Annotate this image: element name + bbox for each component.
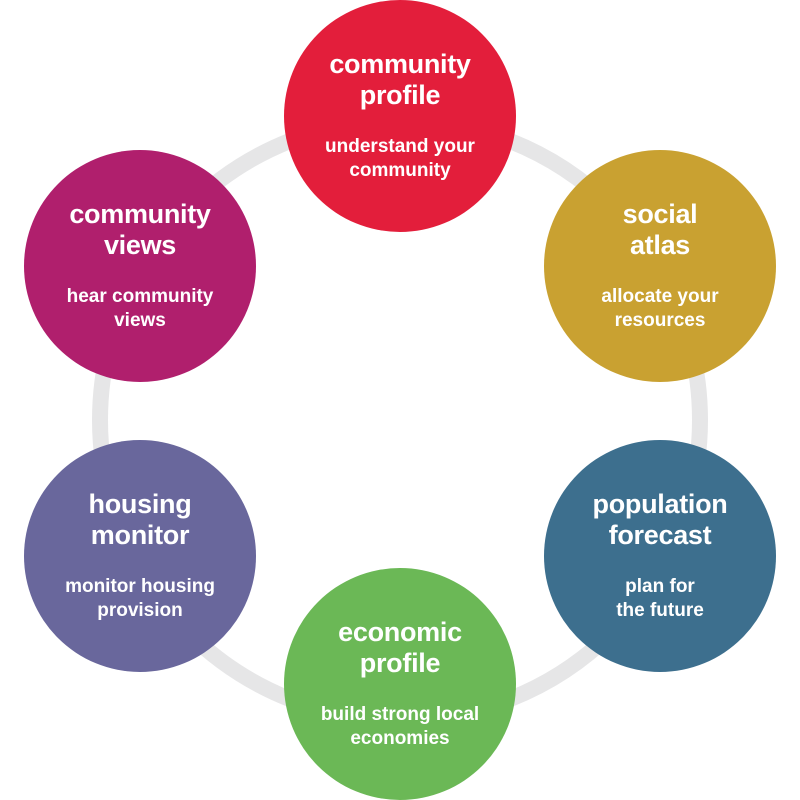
node-subtitle: monitor housing provision xyxy=(65,576,215,621)
node-subtitle: build strong local economies xyxy=(320,704,480,749)
node-title: community profile xyxy=(329,49,471,110)
node-subtitle: allocate your resources xyxy=(601,286,719,331)
node-social-atlas[interactable]: social atlas allocate your resources xyxy=(544,150,776,382)
node-economic-profile[interactable]: economic profile build strong local econ… xyxy=(284,568,516,800)
node-subtitle: plan for the future xyxy=(616,576,704,621)
node-title: housing monitor xyxy=(88,489,192,550)
node-subtitle: hear community views xyxy=(66,286,214,331)
node-title: community views xyxy=(69,199,211,260)
node-title: economic profile xyxy=(338,617,462,678)
node-community-views[interactable]: community views hear community views xyxy=(24,150,256,382)
node-subtitle: understand your community xyxy=(325,136,475,181)
node-title: population forecast xyxy=(592,489,728,550)
node-title: social atlas xyxy=(622,199,698,260)
node-housing-monitor[interactable]: housing monitor monitor housing provisio… xyxy=(24,440,256,672)
node-community-profile[interactable]: community profile understand your commun… xyxy=(284,0,516,232)
node-population-forecast[interactable]: population forecast plan for the future xyxy=(544,440,776,672)
